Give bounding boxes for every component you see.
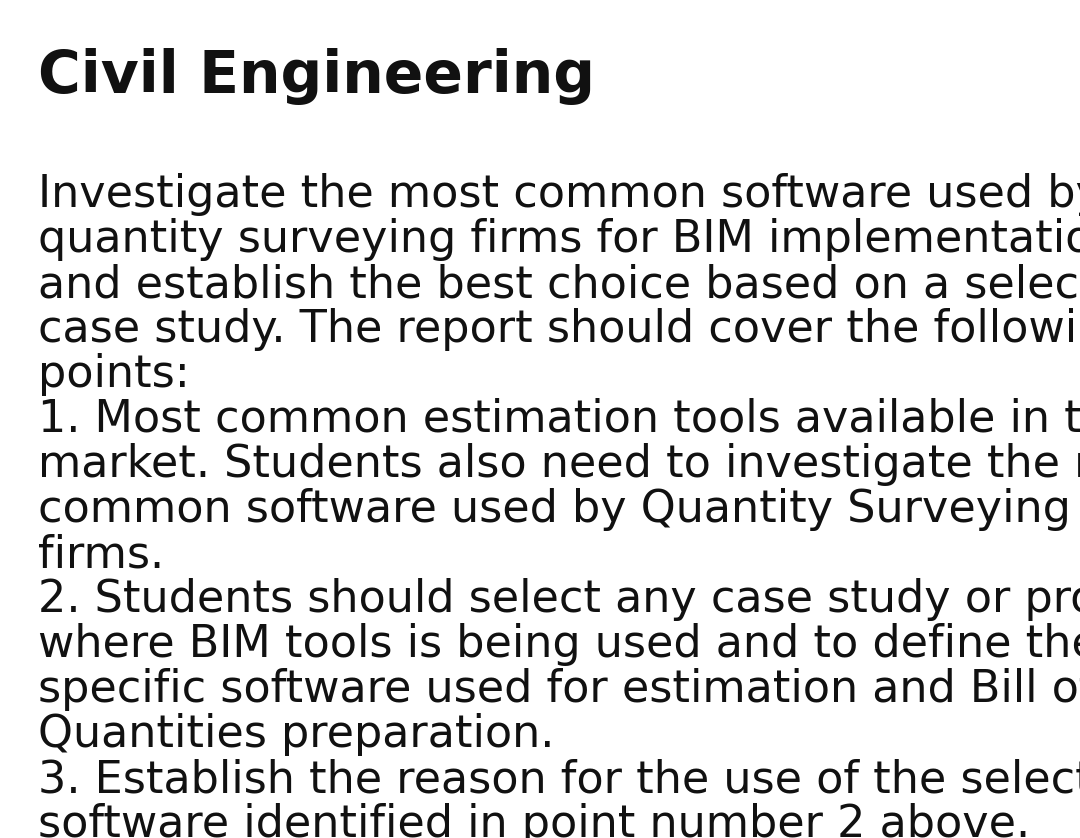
Text: firms.: firms. xyxy=(38,533,164,576)
Text: market. Students also need to investigate the most: market. Students also need to investigat… xyxy=(38,443,1080,486)
Text: Investigate the most common software used by: Investigate the most common software use… xyxy=(38,173,1080,216)
Text: 1. Most common estimation tools available in the: 1. Most common estimation tools availabl… xyxy=(38,398,1080,441)
Text: where BIM tools is being used and to define the: where BIM tools is being used and to def… xyxy=(38,623,1080,666)
Text: case study. The report should cover the following: case study. The report should cover the … xyxy=(38,308,1080,351)
Text: common software used by Quantity Surveying: common software used by Quantity Surveyi… xyxy=(38,488,1071,531)
Text: Civil Engineering: Civil Engineering xyxy=(38,48,595,105)
Text: software identified in point number 2 above.: software identified in point number 2 ab… xyxy=(38,803,1030,838)
Text: points:: points: xyxy=(38,353,190,396)
Text: 3. Establish the reason for the use of the selected: 3. Establish the reason for the use of t… xyxy=(38,758,1080,801)
Text: and establish the best choice based on a selected: and establish the best choice based on a… xyxy=(38,263,1080,306)
Text: Quantities preparation.: Quantities preparation. xyxy=(38,713,554,756)
Text: quantity surveying firms for BIM implementation: quantity surveying firms for BIM impleme… xyxy=(38,218,1080,261)
Text: specific software used for estimation and Bill of: specific software used for estimation an… xyxy=(38,668,1080,711)
Text: 2. Students should select any case study or project: 2. Students should select any case study… xyxy=(38,578,1080,621)
